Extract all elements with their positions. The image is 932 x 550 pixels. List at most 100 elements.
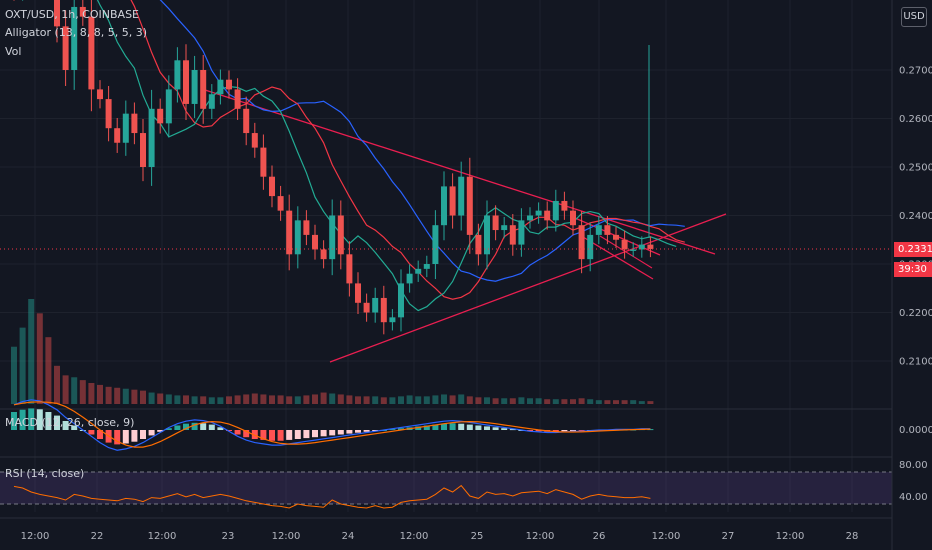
time-tick-label: 12:00 <box>148 531 177 542</box>
macd-histogram-bar <box>114 430 121 445</box>
volume-bar <box>398 396 404 404</box>
price-tick-label: 0.2200 <box>899 308 932 319</box>
volume-bar <box>613 400 619 404</box>
candlesticks <box>13 0 654 335</box>
candle-body <box>312 234 318 250</box>
volume-bar <box>71 377 78 404</box>
macd-histogram-bar <box>54 415 60 430</box>
macd-histogram-bar <box>475 425 482 430</box>
volume-bar <box>458 394 465 404</box>
volume-bar <box>251 393 258 404</box>
macd-line <box>13 399 651 451</box>
volume-bar <box>148 392 155 404</box>
macd-histogram-bar <box>303 430 310 439</box>
price-tick-label: 0.2700 <box>899 66 932 77</box>
candle-body <box>647 244 654 249</box>
macd-histogram-bar <box>71 425 78 430</box>
macd-histogram-bar <box>561 430 568 432</box>
volume-bar <box>466 396 473 404</box>
candle-body <box>501 225 508 231</box>
candle-body <box>380 297 387 323</box>
alligator-legend[interactable]: Alligator (13, 8, 8, 5, 5, 3) <box>5 26 148 39</box>
time-tick-label: 12:00 <box>652 531 681 542</box>
flag-lower-line <box>582 236 654 280</box>
macd-histogram-bar <box>200 423 207 430</box>
macd-histogram-bar <box>208 424 215 430</box>
candle-body <box>458 176 465 216</box>
macd-histogram-bar <box>174 425 181 430</box>
candle-body <box>329 215 336 260</box>
candle-body <box>423 264 430 269</box>
symbol-legend[interactable]: OXT/USD, 1h, COINBASE <box>5 8 139 21</box>
volume-bar <box>423 396 430 404</box>
volume-bar <box>28 299 35 404</box>
volume-bar <box>269 395 275 404</box>
volume-bar <box>587 399 594 404</box>
volume-bar <box>62 375 69 404</box>
currency-button[interactable]: USD <box>901 7 927 27</box>
candle-body <box>475 234 482 255</box>
volume-bar <box>355 396 361 404</box>
volume-bar <box>638 401 645 404</box>
macd-histogram-bar <box>277 430 284 441</box>
candle-body <box>157 108 164 124</box>
candle-body <box>131 113 138 134</box>
macd-histogram-bar <box>88 430 95 435</box>
candle-body <box>97 89 103 100</box>
candle-body <box>613 234 619 240</box>
macd-histogram-bar <box>148 430 155 436</box>
macd-histogram-bar <box>509 429 516 431</box>
rsi-legend[interactable]: RSI (14, close) <box>5 467 85 480</box>
candle-body <box>140 133 146 167</box>
candle-body <box>595 225 602 235</box>
volume-bar <box>415 396 422 404</box>
macd-histogram-bar <box>140 430 146 439</box>
candle-body <box>217 79 224 95</box>
macd-histogram-bar <box>398 428 404 430</box>
volume-bar <box>552 399 559 404</box>
volume-bar <box>509 398 516 404</box>
lower-trendline <box>329 213 727 363</box>
volume-bar <box>570 399 576 404</box>
candle-body <box>286 210 293 255</box>
macd-histogram-bar <box>441 423 447 430</box>
candle-body <box>484 215 490 255</box>
time-tick-label: 12:00 <box>21 531 50 542</box>
volume-bar <box>88 383 95 404</box>
volume-bar <box>346 395 353 404</box>
volume-bar <box>122 388 129 404</box>
macd-histogram-bar <box>570 430 576 431</box>
candle-body <box>114 128 121 143</box>
macd-legend[interactable]: MACD (12, 26, close, 9) <box>5 416 135 429</box>
candle-body <box>527 215 533 221</box>
candle-body <box>509 225 516 245</box>
volume-bar <box>174 395 181 404</box>
macd-histogram-bar <box>501 428 508 430</box>
macd-histogram-bar <box>578 430 585 431</box>
volume-legend[interactable]: Vol <box>5 45 22 58</box>
candle-body <box>79 6 86 17</box>
candle-body <box>638 244 645 250</box>
upper-trendline <box>204 89 716 255</box>
candle-body <box>578 225 585 260</box>
candle-body <box>165 89 172 124</box>
candle-body <box>432 225 439 264</box>
candle-body <box>415 268 422 274</box>
macd-histogram-bar <box>552 430 559 432</box>
candle-body <box>208 94 215 109</box>
candle-body <box>251 133 258 148</box>
candle-body <box>294 220 301 255</box>
candle-body <box>398 283 404 318</box>
macd-histogram-bar <box>423 425 430 430</box>
macd-histogram-bar <box>363 430 370 432</box>
macd-histogram-bar <box>458 423 465 430</box>
candle-body <box>518 220 525 245</box>
candle-body <box>303 220 310 235</box>
candle-body <box>570 210 576 226</box>
volume-bar <box>630 400 637 404</box>
macd-histogram-bar <box>294 430 301 439</box>
candle-body <box>587 234 594 260</box>
volume-bar <box>286 396 293 404</box>
